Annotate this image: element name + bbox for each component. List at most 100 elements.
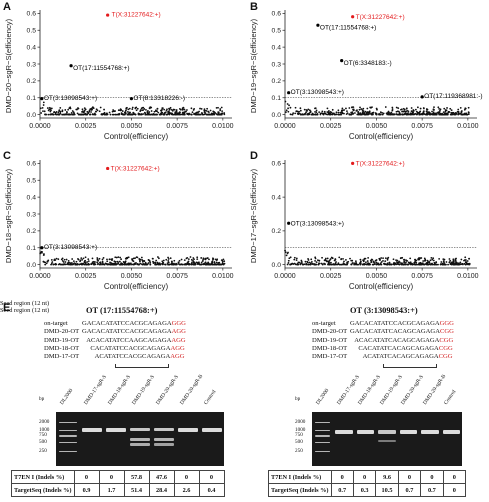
scatter-point: [109, 113, 112, 116]
scatter-point: [372, 113, 374, 116]
scatter-point: [39, 107, 42, 110]
sequence-row: on-target GACACATATCCACGCAGAGAGGG: [312, 320, 454, 328]
scatter-point: [87, 263, 90, 266]
scatter-point: [357, 111, 359, 113]
scatter-point: [40, 112, 43, 114]
scatter-point: [425, 262, 428, 264]
scatter-point: [119, 256, 122, 259]
indel-value: 0.3: [352, 483, 377, 497]
scatter-point: [389, 112, 392, 115]
scatter-point: [82, 257, 85, 260]
scatter-chart-c: 0.0 0.1 0.2 0.3 0.4 0.5 0.6 0.0000 0.0025 0.0050 0…: [4, 160, 234, 291]
scatter-point: [121, 263, 124, 266]
scatter-point: [351, 111, 354, 114]
scatter-point: [202, 258, 205, 261]
scatter-point: [196, 258, 199, 261]
seed-region-label-right: Seed region (12 nt): [0, 307, 50, 314]
scatter-point: [106, 258, 108, 261]
panel-letter: D: [250, 150, 258, 162]
scatter-point: [453, 113, 456, 116]
scatter-point: [114, 110, 116, 112]
point-label: OT(3:13098543:+): [44, 244, 97, 251]
x-axis-label: Control(efficiency): [104, 132, 169, 141]
scatter-point: [335, 261, 337, 263]
scatter-point: [124, 260, 127, 263]
scatter-point: [157, 256, 159, 258]
scatter-point: [150, 106, 153, 109]
pam-bases: CGG: [439, 328, 454, 336]
scatter-point: [154, 263, 157, 266]
point-label: OT(17:11554768:+): [73, 65, 129, 72]
scatter-point: [114, 260, 117, 263]
y-tick-label: 0.5: [272, 28, 282, 35]
scatter-point: [435, 263, 438, 266]
sequence-label: DMD-20-OT: [44, 328, 80, 336]
scatter-point: [139, 262, 142, 265]
sequence-bases: CACATATCACAGCAGAGA: [358, 344, 439, 352]
scatter-point: [200, 261, 203, 264]
sample-band: [421, 429, 439, 434]
scatter-point: [329, 258, 332, 260]
scatter-point: [188, 112, 191, 115]
point-label: T(X:31227642:+): [356, 14, 405, 21]
scatter-point: [416, 112, 419, 115]
scatter-point: [60, 258, 63, 261]
scatter-point: [337, 109, 340, 112]
gel-lane-label: DMD-20-sgR-S: [155, 374, 181, 406]
scatter-point: [407, 112, 410, 114]
scatter-point: [99, 106, 102, 109]
scatter-point: [134, 257, 136, 260]
scatter-point: [415, 110, 418, 113]
scatter-point: [163, 113, 166, 116]
scatter-point: [464, 256, 467, 259]
x-tick-label: 0.0075: [166, 123, 188, 130]
scatter-point: [83, 107, 86, 109]
scatter-point: [172, 263, 174, 266]
scatter-point: [324, 257, 327, 260]
scatter-point: [381, 111, 384, 114]
scatter-point: [397, 263, 400, 266]
scatter-point: [445, 261, 448, 263]
scatter-point: [131, 259, 134, 262]
scatter-point: [432, 257, 435, 260]
axis-lines: [39, 160, 232, 269]
scatter-point: [136, 256, 139, 259]
scatter-point: [197, 261, 199, 264]
scatter-point: [64, 261, 67, 263]
scatter-point: [213, 111, 216, 113]
scatter-point: [299, 113, 302, 116]
gel-lane-label: DL2000: [59, 387, 75, 406]
scatter-point: [216, 258, 219, 261]
scatter-point: [446, 113, 449, 116]
scatter-point: [222, 258, 225, 261]
y-tick-label: 0.2: [27, 78, 37, 85]
ladder-band: [59, 450, 77, 453]
scatter-point: [358, 108, 361, 111]
sequence-label: on-target: [44, 320, 68, 327]
scatter-point: [398, 260, 400, 263]
scatter-point: [328, 262, 330, 264]
sequence-row: DMD-17-OT ACATATCCACGCAGAGAAGG: [44, 353, 186, 361]
scatter-point: [423, 263, 426, 266]
scatter-point: [166, 262, 169, 265]
scatter-point: [186, 112, 189, 115]
panel-c: C 0.0 0.1 0.2 0.3 0.4 0.5 0.6 0.0000 0.0025 0.005…: [0, 150, 245, 302]
scatter-point: [409, 263, 412, 266]
scatter-point: [433, 113, 436, 116]
scatter-point: [106, 260, 109, 263]
scatter-point: [202, 257, 205, 260]
scatter-point: [372, 111, 375, 114]
scatter-point: [370, 261, 373, 264]
point-label: T(X:31227642:+): [111, 166, 160, 173]
scatter-point: [50, 262, 53, 265]
sequence-row: DMD-19-OT ACACATATCCAAGCAGAGAAGG: [44, 337, 186, 345]
ladder-band: [59, 441, 77, 444]
scatter-point: [98, 257, 101, 260]
scatter-point: [53, 259, 56, 262]
scatter-point: [121, 110, 124, 112]
scatter-point: [171, 260, 173, 263]
scatter-point: [109, 261, 111, 264]
scatter-point: [441, 262, 444, 265]
scatter-point: [435, 113, 438, 116]
seed-bracket: [115, 364, 169, 368]
